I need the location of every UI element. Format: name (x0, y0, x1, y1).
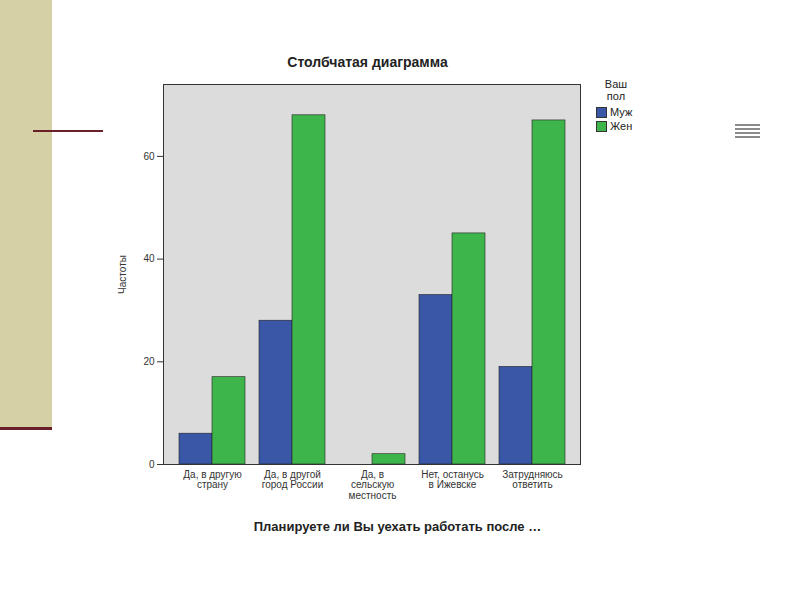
svg-text:20: 20 (143, 356, 155, 367)
html-text:Ваш пол: Ваш пол (604, 78, 628, 102)
svg-text:Частоты: Частоты (117, 255, 128, 294)
svg-text:Да, в другойгород России: Да, в другойгород России (262, 469, 323, 491)
svg-text:Нет, останусьв Ижевске: Нет, останусьв Ижевске (421, 469, 484, 491)
svg-text:Да, всельскуюместность: Да, всельскуюместность (349, 469, 397, 501)
svg-text:0: 0 (149, 459, 155, 470)
html-text:Жен: Жен (610, 120, 633, 132)
svg-text:Затрудняюсьответить: Затрудняюсьответить (502, 469, 563, 491)
html-text:Столбчатая диаграмма: Столбчатая диаграмма (287, 54, 448, 70)
html-text:Планируете ли Вы уехать работа: Планируете ли Вы уехать работать после … (253, 519, 542, 534)
svg-text:60: 60 (143, 151, 155, 162)
html-text:Муж: Муж (610, 106, 633, 118)
svg-text:Да, в другуюстрану: Да, в другуюстрану (183, 469, 242, 491)
svg-text:40: 40 (143, 253, 155, 264)
